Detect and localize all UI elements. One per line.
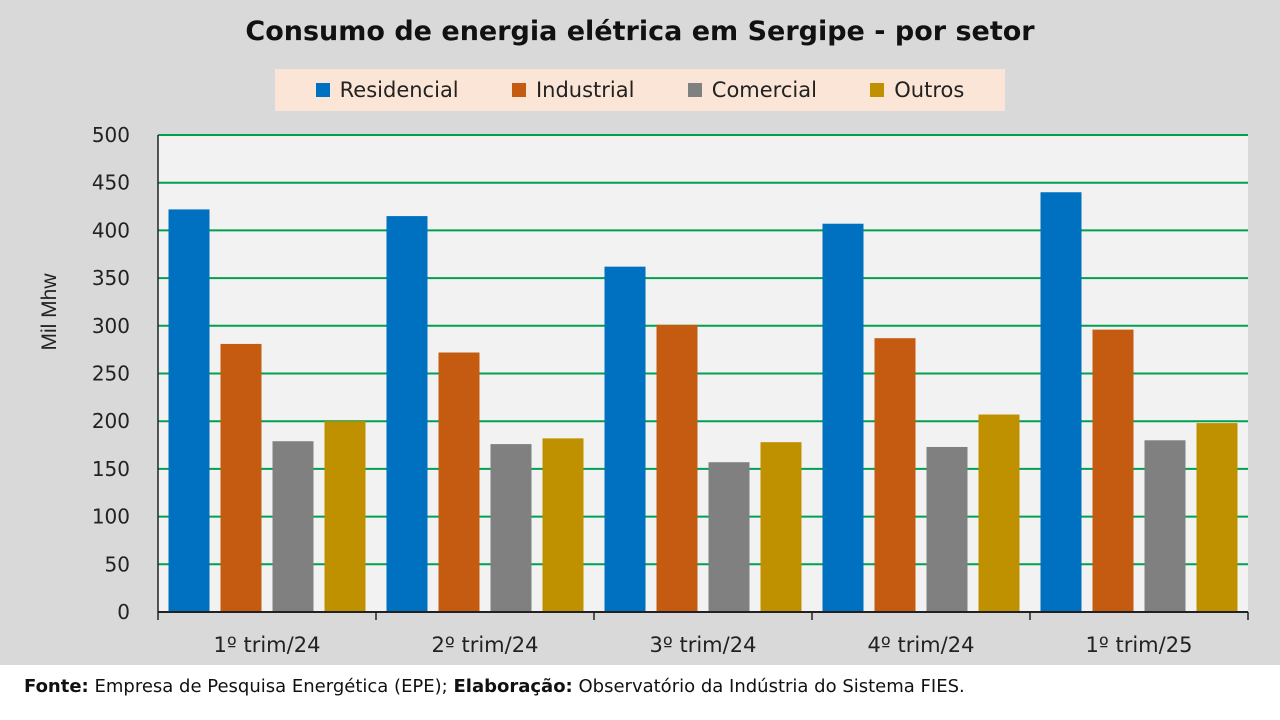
legend-item-comercial: Comercial [687, 78, 817, 102]
bar-outros-2 [760, 442, 802, 612]
legend-swatch-comercial [687, 83, 702, 97]
footer-source-label: Fonte: [24, 676, 89, 697]
y-tick-label-500: 500 [92, 123, 130, 147]
bar-industrial-4 [1092, 329, 1134, 612]
y-tick-label-100: 100 [92, 505, 130, 529]
bar-residencial-4 [1040, 192, 1082, 613]
bar-outros-1 [542, 438, 584, 612]
bar-chart: 0 50 100 150 200 250 300 350 400 450 500 1º trim/24… [92, 123, 1249, 657]
y-tick-label-450: 450 [92, 171, 130, 195]
bar-comercial-1 [490, 444, 532, 612]
x-tick-label-0: 1º trim/24 [214, 633, 321, 657]
bar-outros-3 [978, 414, 1020, 612]
footer-source: Fonte: Empresa de Pesquisa Energética (E… [0, 665, 1280, 720]
bar-industrial-1 [438, 352, 480, 612]
y-tick-label-250: 250 [92, 362, 130, 386]
bar-comercial-4 [1144, 440, 1186, 612]
bar-comercial-3 [926, 446, 968, 612]
bar-residencial-2 [604, 266, 646, 612]
legend-swatch-outros [870, 83, 885, 97]
legend-swatch-industrial [511, 83, 526, 97]
footer-source-text: Empresa de Pesquisa Energética (EPE); [94, 676, 448, 697]
bar-residencial-3 [822, 223, 864, 613]
bar-industrial-0 [220, 343, 262, 612]
chart-title: Consumo de energia elétrica em Sergipe -… [245, 16, 1035, 47]
bar-outros-0 [324, 421, 366, 612]
legend-label-comercial: Comercial [711, 78, 817, 102]
x-tick-label-4: 1º trim/25 [1086, 633, 1193, 657]
y-tick-label-150: 150 [92, 457, 130, 481]
legend-item-residencial: Residencial [315, 78, 459, 102]
y-tick-label-0: 0 [117, 600, 130, 624]
bar-comercial-2 [708, 462, 750, 612]
y-tick-label-50: 50 [105, 552, 130, 576]
bar-industrial-2 [656, 324, 698, 612]
y-tick-label-200: 200 [92, 409, 130, 433]
bar-industrial-3 [874, 338, 916, 612]
legend-label-industrial: Industrial [535, 78, 635, 102]
bar-outros-4 [1196, 423, 1238, 612]
y-tick-label-350: 350 [92, 266, 130, 290]
bar-residencial-0 [168, 209, 210, 613]
y-tick-label-400: 400 [92, 218, 130, 242]
bar-comercial-0 [272, 441, 314, 612]
footer-credit-text: Observatório da Indústria do Sistema FIE… [578, 676, 965, 697]
legend: Residencial Industrial Comercial Outros [275, 69, 1005, 111]
legend-swatch-residencial [315, 83, 330, 97]
legend-item-industrial: Industrial [511, 78, 635, 102]
x-tick-label-1: 2º trim/24 [432, 633, 539, 657]
x-tick-label-3: 4º trim/24 [868, 633, 975, 657]
legend-label-outros: Outros [894, 78, 965, 102]
legend-label-residencial: Residencial [339, 78, 459, 102]
legend-item-outros: Outros [870, 78, 964, 102]
y-tick-label-300: 300 [92, 314, 130, 338]
footer-credit-label: Elaboração: [453, 676, 573, 697]
bar-residencial-1 [386, 216, 428, 612]
x-tick-label-2: 3º trim/24 [650, 633, 757, 657]
